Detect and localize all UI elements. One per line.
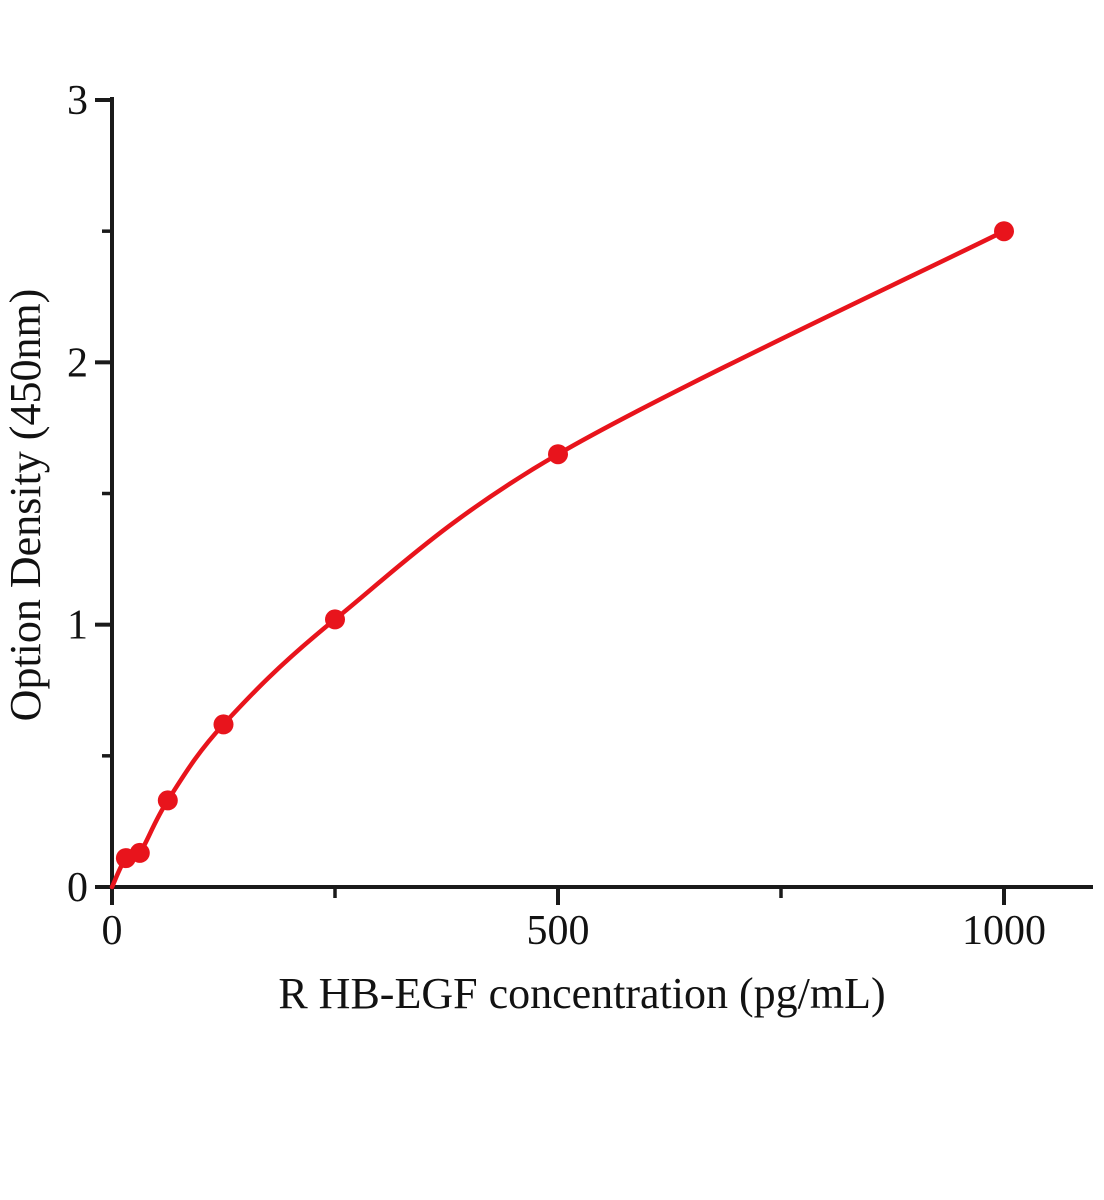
x-tick-label: 0 <box>102 908 123 954</box>
x-axis-title: R HB-EGF concentration (pg/mL) <box>278 969 885 1018</box>
axis-ticks <box>95 98 1006 905</box>
y-tick-label: 3 <box>67 78 88 124</box>
y-tick-label: 1 <box>67 603 88 649</box>
data-point-markers <box>115 221 1014 869</box>
y-tick-label: 0 <box>67 865 88 911</box>
data-point <box>994 221 1014 242</box>
y-tick-label: 2 <box>67 340 88 386</box>
standard-curve-line <box>109 228 1007 890</box>
data-point <box>129 842 150 863</box>
x-tick-label: 500 <box>527 908 590 954</box>
data-point <box>325 609 345 630</box>
data-point <box>213 714 234 735</box>
axis-tick-labels: 0 500 1000 0 1 2 3 <box>67 78 1046 954</box>
x-tick-label: 1000 <box>962 908 1046 954</box>
data-point <box>157 790 178 811</box>
y-axis-title: Option Density (450nm) <box>1 289 50 722</box>
data-point <box>548 444 568 465</box>
axes <box>110 97 1093 889</box>
